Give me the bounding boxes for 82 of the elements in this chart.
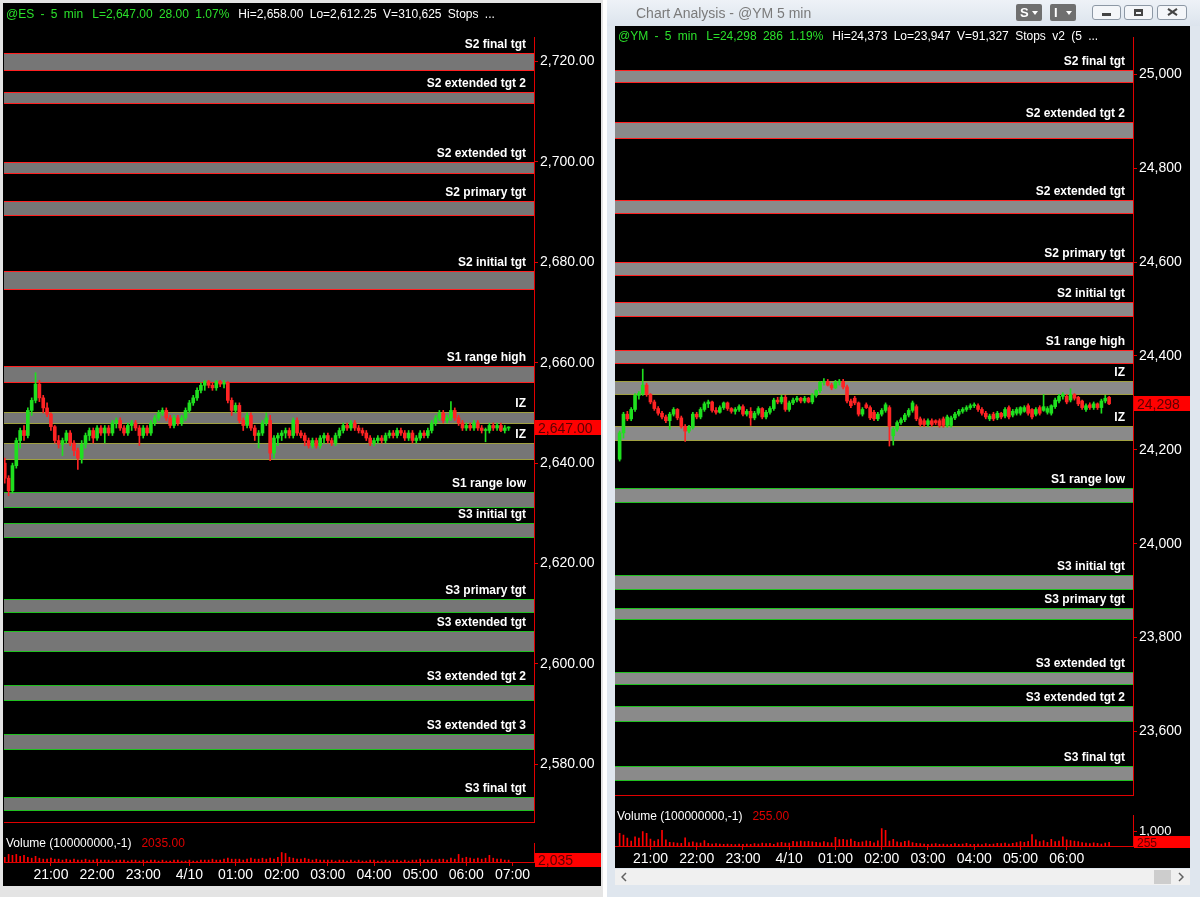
band-label: S3 primary tgt — [1044, 591, 1125, 606]
band-label: S3 final tgt — [1063, 749, 1125, 764]
dropdown-button: I — [1050, 4, 1076, 21]
x-tick-label: 22:00 — [679, 850, 715, 867]
band-label: S2 extended tgt — [1035, 184, 1125, 199]
x-tick-label: 21:00 — [33, 866, 69, 883]
chart-title: @YM - 5 min — [618, 29, 698, 43]
dropdown-button: S — [1016, 4, 1042, 21]
y-tick-label: 24,600 — [1139, 253, 1183, 269]
chart-title: Volume (100000000,-1) — [617, 809, 743, 823]
y-tick-label: 23,600 — [1139, 722, 1183, 739]
band-label: IZ — [515, 395, 526, 410]
y-tick-label: 24,400 — [1139, 346, 1183, 363]
y-tick-label: 2,600.00 — [540, 654, 595, 671]
y-tick-label: 25,000 — [1139, 65, 1183, 82]
band-label: S1 range low — [1050, 472, 1126, 487]
band-label: S1 range high — [446, 350, 526, 365]
band-label: S3 extended tgt 2 — [1025, 690, 1126, 705]
chart-title: Volume (100000000,-1) — [6, 836, 132, 850]
band-label: S2 primary tgt — [445, 184, 526, 199]
band-label: S3 extended tgt — [1035, 656, 1125, 671]
y-tick-label: 2,720.00 — [540, 52, 595, 69]
x-tick-label: 05:00 — [402, 866, 438, 883]
band-label: S2 initial tgt — [1056, 286, 1125, 301]
band-label: S3 extended tgt — [436, 615, 526, 630]
chart-title: @ES - 5 min — [6, 7, 84, 21]
text: 24,298 — [1137, 395, 1181, 412]
band-label: S2 extended tgt 2 — [1025, 106, 1126, 121]
band-label: IZ — [1114, 365, 1125, 380]
x-tick-label: 06:00 — [1049, 850, 1085, 867]
x-tick-label: 4/10 — [775, 850, 804, 867]
band-label: S3 primary tgt — [445, 582, 526, 597]
x-tick-label: 03:00 — [910, 850, 946, 867]
y-tick-label: 2,680.00 — [540, 253, 595, 270]
y-tick-label: 24,000 — [1139, 534, 1183, 551]
x-tick-label: 23:00 — [725, 850, 761, 867]
x-tick-label: 02:00 — [264, 866, 300, 883]
band-label: S1 range low — [451, 476, 527, 490]
band-label: S2 final tgt — [464, 36, 526, 51]
band-label: S3 initial tgt — [1056, 559, 1125, 574]
text: 2,035 — [538, 851, 574, 868]
y-tick-label: 2,640.00 — [540, 453, 595, 470]
y-tick-label: 2,660.00 — [540, 353, 595, 370]
x-tick-label: 04:00 — [356, 866, 392, 883]
x-tick-label: 23:00 — [125, 866, 161, 883]
x-tick-label: 01:00 — [218, 866, 254, 883]
band-label: S2 extended tgt — [436, 145, 526, 160]
x-tick-label: 05:00 — [1002, 850, 1039, 867]
band-label: S3 final tgt — [464, 781, 526, 795]
x-tick-label: 22:00 — [79, 866, 115, 883]
band-label: S2 extended tgt 2 — [426, 75, 527, 90]
y-tick-label: 24,800 — [1139, 159, 1183, 176]
annotation: 255.00 — [752, 809, 790, 823]
chart-subtitle: L=24,298 286 1.19% — [706, 29, 824, 43]
x-tick-label: 02:00 — [864, 850, 900, 867]
y-tick-label: 2,580.00 — [540, 755, 595, 772]
x-tick-label: 07:00 — [494, 866, 531, 883]
text: 2035.00 — [141, 836, 185, 850]
band-label: S2 primary tgt — [1044, 246, 1125, 261]
x-tick-label: 06:00 — [448, 866, 485, 883]
band-label: IZ — [1114, 410, 1125, 425]
band-label: S1 range high — [1045, 333, 1125, 348]
text: Hi=2,658.00 Lo=2,612.25 V=310,625 Stops ... — [238, 7, 495, 21]
y-tick-label: 2,700.00 — [540, 152, 595, 169]
text: Chart Analysis - @YM 5 min — [636, 5, 812, 21]
band-label: S2 final tgt — [1063, 53, 1125, 68]
band-label: S3 extended tgt 2 — [426, 669, 527, 684]
x-tick-label: 01:00 — [817, 850, 854, 867]
band-label: S3 extended tgt 3 — [426, 718, 527, 733]
band-label: IZ — [515, 427, 526, 442]
x-tick-label: 21:00 — [632, 850, 669, 867]
text: 2,647.00 — [538, 419, 593, 436]
x-tick-label: 03:00 — [310, 866, 346, 883]
x-tick-label: 4/10 — [175, 866, 204, 883]
band-label: S3 initial tgt — [457, 507, 526, 522]
y-tick-label: 24,200 — [1139, 440, 1183, 457]
y-tick-label: 2,620.00 — [540, 554, 595, 571]
x-tick-label: 04:00 — [956, 850, 992, 867]
y-tick-label: 23,800 — [1139, 628, 1183, 645]
annotation: Hi=24,373 Lo=23,947 V=91,327 Stops v2 (5 ... — [832, 29, 1099, 43]
chart-subtitle: L=2,647.00 28.00 1.07% — [92, 7, 230, 21]
band-label: S2 initial tgt — [457, 255, 526, 270]
